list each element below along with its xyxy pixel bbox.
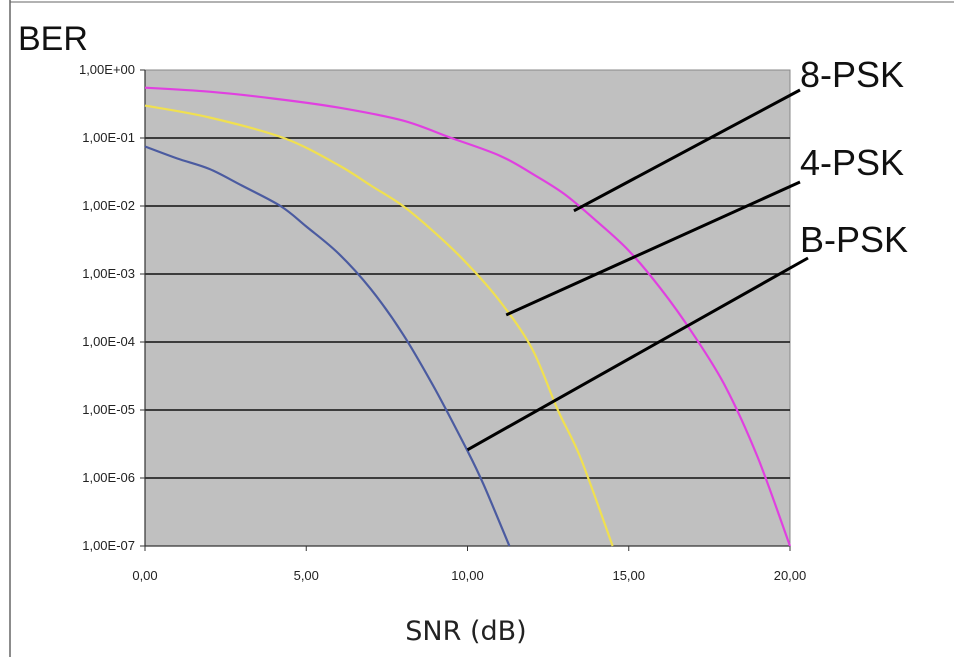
series-label-b-psk: B-PSK <box>800 219 908 260</box>
x-tick-label: 15,00 <box>612 568 645 583</box>
series-label-8-psk: 8-PSK <box>800 54 904 95</box>
series-line-4-psk <box>144 104 614 547</box>
y-tick-label: 1,00E-02 <box>82 198 135 213</box>
y-tick-label: 1,00E+00 <box>79 62 135 77</box>
x-axis-title: SNR (dB) <box>405 616 526 647</box>
series-layer <box>144 86 792 547</box>
leader-line-4-psk <box>505 180 801 317</box>
y-tick-label: 1,00E-06 <box>82 470 135 485</box>
plot-layer: 1,00E+00 1,00E-01 1,00E-02 1,00E-03 1,00E-04… <box>79 62 806 583</box>
y-axis-title: BER <box>18 20 88 58</box>
y-tick-label: 1,00E-07 <box>82 538 135 553</box>
y-tick-label: 1,00E-04 <box>82 334 135 349</box>
x-tick-label: 20,00 <box>774 568 807 583</box>
series-label-4-psk: 4-PSK <box>800 142 904 183</box>
leader-line-b-psk <box>466 256 809 452</box>
series-line-8-psk <box>144 86 792 547</box>
leader-line-8-psk <box>573 88 801 213</box>
annotation-layer: 8-PSK 4-PSK B-PSK <box>466 54 908 452</box>
series-line-b-psk <box>144 145 511 547</box>
y-tick-label: 1,00E-01 <box>82 130 135 145</box>
x-tick-label: 0,00 <box>132 568 157 583</box>
x-tick-label: 10,00 <box>451 568 484 583</box>
x-tick-label: 5,00 <box>294 568 319 583</box>
y-tick-label: 1,00E-05 <box>82 402 135 417</box>
y-tick-label: 1,00E-03 <box>82 266 135 281</box>
plot-area <box>144 69 791 547</box>
